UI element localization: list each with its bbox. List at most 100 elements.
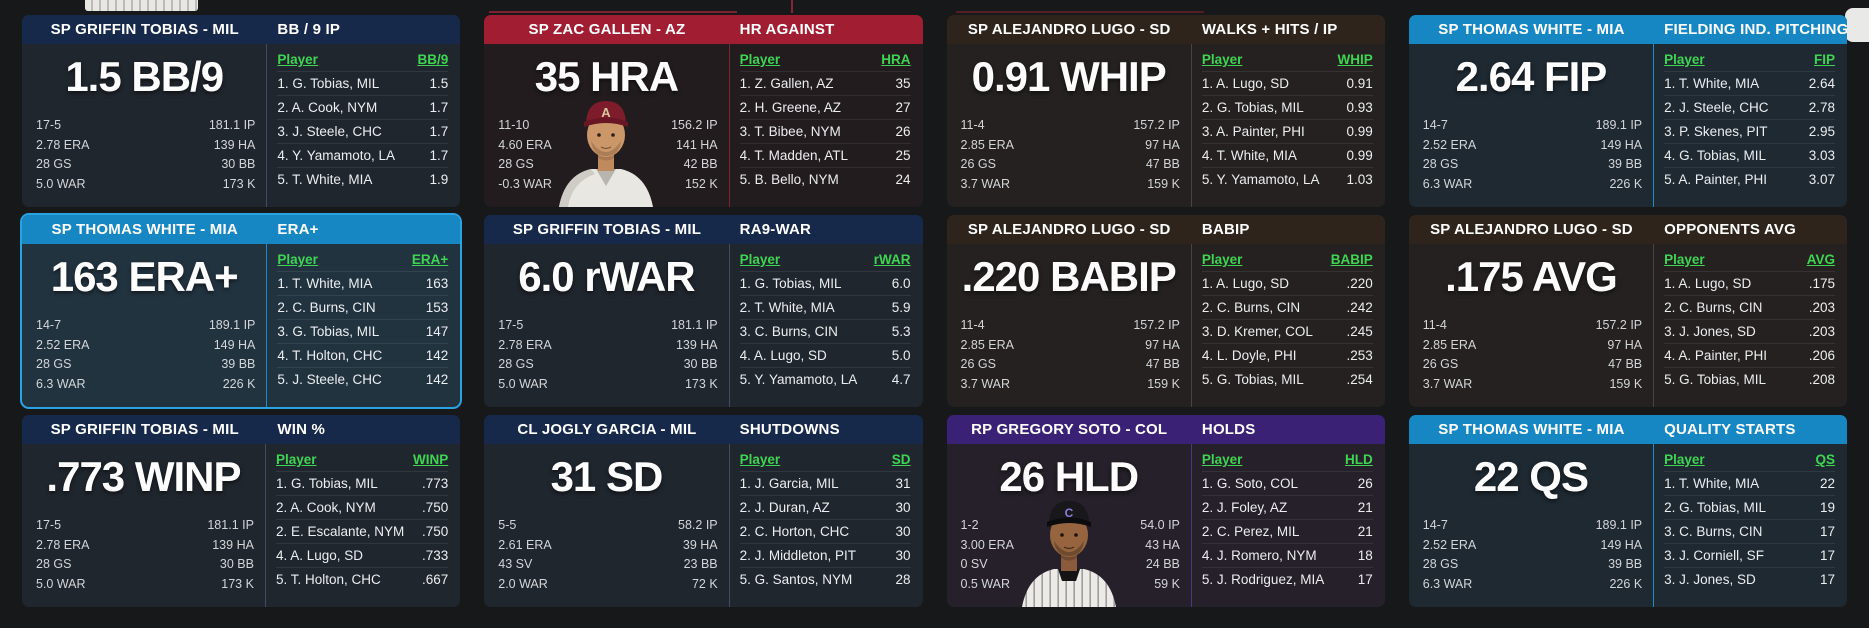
- leaderboard-row[interactable]: 5. G. Santos, NYM 28: [739, 567, 911, 591]
- leaderboard-row[interactable]: 5. A. Painter, PHI 3.07: [1664, 167, 1835, 191]
- leaderboard-row[interactable]: 2. E. Escalante, NYM .750: [275, 519, 449, 543]
- leaderboard-row[interactable]: 4. A. Lugo, SD .733: [275, 543, 449, 567]
- player-column-header[interactable]: Player: [1201, 52, 1243, 67]
- leader-panel[interactable]: SP ALEJANDRO LUGO - SD WALKS + HITS / IP…: [946, 15, 1385, 207]
- stat-column-header[interactable]: rWAR: [873, 252, 911, 267]
- leaderboard-row[interactable]: 3. J. Steele, CHC 1.7: [277, 119, 449, 143]
- player-column-header[interactable]: Player: [739, 452, 781, 467]
- leader-panel[interactable]: SP ZAC GALLEN - AZ HR AGAINST 35 HRA A 1…: [484, 15, 923, 207]
- leaderboard-row[interactable]: 5. Y. Yamamoto, LA 1.03: [1201, 167, 1373, 191]
- leaderboard-row[interactable]: 3. A. Painter, PHI 0.99: [1201, 119, 1373, 143]
- player-column-header[interactable]: Player: [1664, 52, 1705, 67]
- leaderboard-row[interactable]: 4. A. Lugo, SD 5.0: [739, 343, 911, 367]
- stat-column-header[interactable]: SD: [891, 452, 911, 467]
- stat-column-header[interactable]: HRA: [881, 52, 911, 67]
- stat-column-header[interactable]: FIP: [1813, 52, 1835, 67]
- leaderboard-row[interactable]: 4. Y. Yamamoto, LA 1.7: [277, 143, 449, 167]
- player-column-header[interactable]: Player: [1664, 252, 1705, 267]
- leaderboard-row[interactable]: 1. A. Lugo, SD .175: [1664, 271, 1835, 295]
- player-column-header[interactable]: Player: [1664, 452, 1705, 467]
- leaderboard-row[interactable]: 3. C. Burns, CIN 17: [1664, 519, 1835, 543]
- leader-panel[interactable]: SP GRIFFIN TOBIAS - MIL BB / 9 IP 1.5 BB…: [22, 15, 461, 207]
- stat-column-header[interactable]: WHIP: [1337, 52, 1373, 67]
- leaderboard-row[interactable]: 3. C. Burns, CIN 5.3: [739, 319, 911, 343]
- leader-panel[interactable]: SP ALEJANDRO LUGO - SD OPPONENTS AVG .17…: [1408, 215, 1847, 407]
- leaderboard-row[interactable]: 2. C. Perez, MIL 21: [1201, 519, 1373, 543]
- leader-panel[interactable]: SP THOMAS WHITE - MIA QUALITY STARTS 22 …: [1408, 415, 1847, 607]
- leaderboard-row[interactable]: 1. G. Tobias, MIL 6.0: [739, 271, 911, 295]
- leaderboard-player: 5. B. Bello, NYM: [739, 172, 839, 187]
- leaderboard-row[interactable]: 3. J. Corniell, SF 17: [1664, 543, 1835, 567]
- leaderboard-row[interactable]: 3. D. Kremer, COL .245: [1201, 319, 1373, 343]
- leaderboard-row[interactable]: 1. G. Tobias, MIL .773: [275, 471, 449, 495]
- leaderboard-row[interactable]: 4. T. Madden, ATL 25: [739, 143, 911, 167]
- leaderboard-row[interactable]: 5. T. White, MIA 1.9: [277, 167, 449, 191]
- leader-panel[interactable]: SP GRIFFIN TOBIAS - MIL RA9-WAR 6.0 rWAR…: [484, 215, 923, 407]
- leader-panel[interactable]: SP THOMAS WHITE - MIA ERA+ 163 ERA+ 14-7…: [22, 215, 461, 407]
- leaderboard-row[interactable]: 5. J. Steele, CHC 142: [277, 367, 449, 391]
- leaderboard-row[interactable]: 2. J. Steele, CHC 2.78: [1664, 95, 1835, 119]
- leaderboard-row[interactable]: 5. G. Tobias, MIL .208: [1664, 367, 1835, 391]
- leaderboard-row[interactable]: 1. G. Tobias, MIL 1.5: [277, 71, 449, 95]
- leaderboard-row[interactable]: 3. P. Skenes, PIT 2.95: [1664, 119, 1835, 143]
- player-column-header[interactable]: Player: [275, 452, 317, 467]
- leader-panel[interactable]: RP GREGORY SOTO - COL HOLDS 26 HLD C 1-2…: [946, 415, 1385, 607]
- player-column-header[interactable]: Player: [1201, 452, 1243, 467]
- leaderboard-row[interactable]: 3. J. Jones, SD 17: [1664, 567, 1835, 591]
- leaderboard-row[interactable]: 4. T. White, MIA 0.99: [1201, 143, 1373, 167]
- leader-panel[interactable]: SP ALEJANDRO LUGO - SD BABIP .220 BABIP …: [946, 215, 1385, 407]
- stat-column-header[interactable]: ERA+: [411, 252, 449, 267]
- leaderboard-row[interactable]: 4. J. Romero, NYM 18: [1201, 543, 1373, 567]
- leader-panel[interactable]: CL JOGLY GARCIA - MIL SHUTDOWNS 31 SD 5-…: [484, 415, 923, 607]
- leaderboard-row[interactable]: 5. Y. Yamamoto, LA 4.7: [739, 367, 911, 391]
- leaderboard-row[interactable]: 4. A. Painter, PHI .206: [1664, 343, 1835, 367]
- leaderboard-player: 4. T. Madden, ATL: [739, 148, 848, 163]
- leaderboard-row[interactable]: 1. J. Garcia, MIL 31: [739, 471, 911, 495]
- leaderboard-row[interactable]: 3. T. Bibee, NYM 26: [739, 119, 911, 143]
- stat-column-header[interactable]: BABIP: [1330, 252, 1373, 267]
- leaderboard-row[interactable]: 2. G. Tobias, MIL 0.93: [1201, 95, 1373, 119]
- leaderboard-row[interactable]: 1. T. White, MIA 22: [1664, 471, 1835, 495]
- leaderboard-row[interactable]: 1. T. White, MIA 2.64: [1664, 71, 1835, 95]
- leaderboard-row[interactable]: 5. G. Tobias, MIL .254: [1201, 367, 1373, 391]
- leaderboard-row[interactable]: 5. T. Holton, CHC .667: [275, 567, 449, 591]
- player-column-header[interactable]: Player: [739, 52, 781, 67]
- leaderboard-row[interactable]: 2. A. Cook, NYM .750: [275, 495, 449, 519]
- leaderboard-row[interactable]: 2. G. Tobias, MIL 19: [1664, 495, 1835, 519]
- leaderboard-row[interactable]: 5. B. Bello, NYM 24: [739, 167, 911, 191]
- stat-column-header[interactable]: QS: [1815, 452, 1835, 467]
- leader-panel[interactable]: SP GRIFFIN TOBIAS - MIL WIN % .773 WINP …: [22, 415, 461, 607]
- stat-column-header[interactable]: BB/9: [417, 52, 449, 67]
- leaderboard-row[interactable]: 2. H. Greene, AZ 27: [739, 95, 911, 119]
- leaderboard-row[interactable]: 2. T. White, MIA 5.9: [739, 295, 911, 319]
- player-column-header[interactable]: Player: [277, 52, 318, 67]
- leaderboard-row[interactable]: 2. C. Horton, CHC 30: [739, 519, 911, 543]
- leaderboard-value: 30: [895, 524, 911, 539]
- stat-record: 14-7: [1422, 518, 1448, 532]
- leaderboard-row[interactable]: 4. T. Holton, CHC 142: [277, 343, 449, 367]
- leaderboard-row[interactable]: 1. Z. Gallen, AZ 35: [739, 71, 911, 95]
- leaderboard-row[interactable]: 1. A. Lugo, SD 0.91: [1201, 71, 1373, 95]
- leaderboard-row[interactable]: 2. C. Burns, CIN .203: [1664, 295, 1835, 319]
- leaderboard-row[interactable]: 2. J. Middleton, PIT 30: [739, 543, 911, 567]
- stat-column-header[interactable]: HLD: [1345, 452, 1373, 467]
- stat-column-header[interactable]: WINP: [413, 452, 449, 467]
- leaderboard-row[interactable]: 2. C. Burns, CIN 153: [277, 295, 449, 319]
- leaderboard-row[interactable]: 4. G. Tobias, MIL 3.03: [1664, 143, 1835, 167]
- stat-column-header[interactable]: AVG: [1806, 252, 1835, 267]
- leaderboard-row[interactable]: 3. G. Tobias, MIL 147: [277, 319, 449, 343]
- leaderboard-row[interactable]: 2. C. Burns, CIN .242: [1201, 295, 1373, 319]
- leaderboard-row[interactable]: 1. A. Lugo, SD .220: [1201, 271, 1373, 295]
- leaderboard-row[interactable]: 2. J. Foley, AZ 21: [1201, 495, 1373, 519]
- leaderboard-row[interactable]: 1. G. Soto, COL 26: [1201, 471, 1373, 495]
- leaderboard-row[interactable]: 3. J. Jones, SD .203: [1664, 319, 1835, 343]
- leaderboard-row[interactable]: 5. J. Rodriguez, MIA 17: [1201, 567, 1373, 591]
- leaderboard-row[interactable]: 2. A. Cook, NYM 1.7: [277, 95, 449, 119]
- player-column-header[interactable]: Player: [1201, 252, 1243, 267]
- player-column-header[interactable]: Player: [277, 252, 318, 267]
- leaderboard-row[interactable]: 2. J. Duran, AZ 30: [739, 495, 911, 519]
- leader-panel[interactable]: SP THOMAS WHITE - MIA FIELDING IND. PITC…: [1408, 15, 1847, 207]
- leaderboard-row[interactable]: 1. T. White, MIA 163: [277, 271, 449, 295]
- leaderboard-row[interactable]: 4. L. Doyle, PHI .253: [1201, 343, 1373, 367]
- player-column-header[interactable]: Player: [739, 252, 781, 267]
